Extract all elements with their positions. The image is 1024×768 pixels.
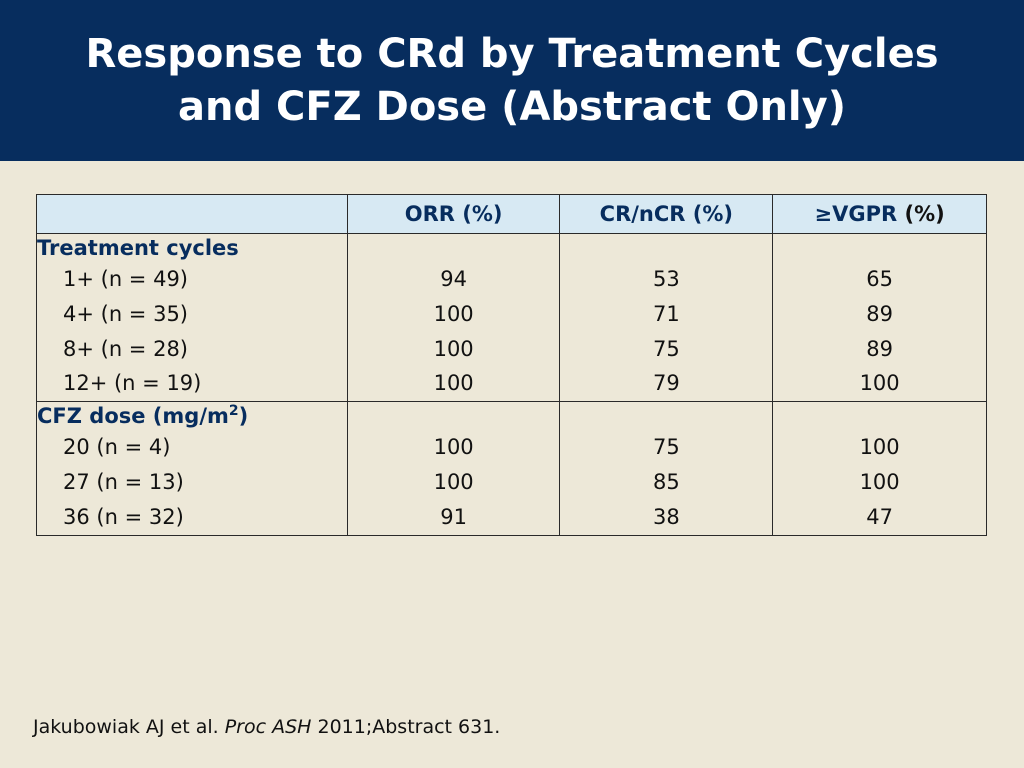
crncr-column-cell: 75 85 38 bbox=[559, 401, 774, 536]
crncr-value: 53 bbox=[652, 267, 680, 291]
vgpr-column-cell: 65 89 89 100 bbox=[772, 232, 987, 403]
header-vgpr: ≥VGPR (%) bbox=[772, 194, 987, 234]
row-label: 4+ (n = 35) bbox=[63, 301, 188, 326]
crncr-value: 85 bbox=[652, 469, 680, 494]
citation-authors: Jakubowiak AJ et al. bbox=[33, 716, 225, 738]
group-label-cfz-dose: CFZ dose (mg/m2) bbox=[37, 402, 347, 430]
orr-value: 91 bbox=[440, 504, 467, 529]
header-orr: ORR (%) bbox=[346, 194, 561, 234]
header-empty-cell bbox=[36, 194, 348, 234]
header-crncr: CR/nCR (%) bbox=[559, 194, 774, 234]
table-group-treatment-cycles: Treatment cycles 1+ (n = 49) 4+ (n = 35)… bbox=[36, 232, 987, 403]
crncr-value: 79 bbox=[652, 371, 680, 396]
row-label: 27 (n = 13) bbox=[63, 469, 184, 494]
group-label-text: CFZ dose (mg/m bbox=[37, 404, 229, 429]
row-label: 20 (n = 4) bbox=[63, 435, 171, 460]
orr-column-cell: 100 100 91 bbox=[346, 401, 561, 536]
vgpr-value: 100 bbox=[859, 435, 900, 460]
orr-value: 100 bbox=[433, 336, 474, 361]
group-label-superscript: 2 bbox=[228, 403, 239, 420]
row-label: 36 (n = 32) bbox=[63, 504, 184, 529]
vgpr-value: 100 bbox=[859, 371, 900, 396]
table-header-row: ORR (%) CR/nCR (%) ≥VGPR (%) bbox=[36, 194, 987, 234]
table-group-cfz-dose: CFZ dose (mg/m2) 20 (n = 4) 27 (n = 13) … bbox=[36, 401, 987, 536]
vgpr-column-cell: 100 100 47 bbox=[772, 401, 987, 536]
crncr-value: 71 bbox=[652, 301, 680, 326]
vgpr-value: 65 bbox=[866, 267, 893, 291]
orr-value: 100 bbox=[433, 469, 474, 494]
crncr-column-cell: 53 71 75 79 bbox=[559, 232, 774, 403]
citation-journal: Proc ASH bbox=[224, 716, 312, 738]
vgpr-value: 100 bbox=[859, 469, 900, 494]
orr-value: 100 bbox=[433, 371, 474, 396]
title-bar: Response to CRd by Treatment Cycles and … bbox=[0, 0, 1024, 161]
citation-footnote: Jakubowiak AJ et al. Proc ASH 2011;Abstr… bbox=[33, 716, 500, 738]
group-label-cell: Treatment cycles 1+ (n = 49) 4+ (n = 35)… bbox=[36, 232, 348, 403]
group-label-suffix: ) bbox=[238, 404, 249, 429]
vgpr-value: 89 bbox=[866, 301, 893, 326]
orr-value: 100 bbox=[433, 435, 474, 460]
response-table: ORR (%) CR/nCR (%) ≥VGPR (%) Treatment c… bbox=[36, 194, 987, 536]
header-vgpr-unit: (%) bbox=[897, 202, 945, 226]
crncr-value: 75 bbox=[652, 336, 680, 361]
slide-title-line-1: Response to CRd by Treatment Cycles bbox=[85, 30, 939, 77]
citation-details: 2011;Abstract 631. bbox=[311, 716, 501, 738]
header-vgpr-label: ≥VGPR bbox=[814, 202, 898, 226]
orr-value: 94 bbox=[440, 267, 467, 291]
orr-column-cell: 94 100 100 100 bbox=[346, 232, 561, 403]
crncr-value: 38 bbox=[652, 504, 680, 529]
vgpr-value: 89 bbox=[866, 336, 893, 361]
vgpr-value: 47 bbox=[866, 504, 893, 529]
group-label-treatment-cycles: Treatment cycles bbox=[37, 236, 239, 260]
group-label-cell: CFZ dose (mg/m2) 20 (n = 4) 27 (n = 13) … bbox=[36, 401, 348, 536]
row-label: 8+ (n = 28) bbox=[63, 336, 188, 361]
row-label: 12+ (n = 19) bbox=[63, 371, 202, 396]
orr-value: 100 bbox=[433, 301, 474, 326]
row-label: 1+ (n = 49) bbox=[63, 267, 188, 291]
slide-title-line-2: and CFZ Dose (Abstract Only) bbox=[177, 83, 846, 130]
crncr-value: 75 bbox=[652, 435, 680, 460]
